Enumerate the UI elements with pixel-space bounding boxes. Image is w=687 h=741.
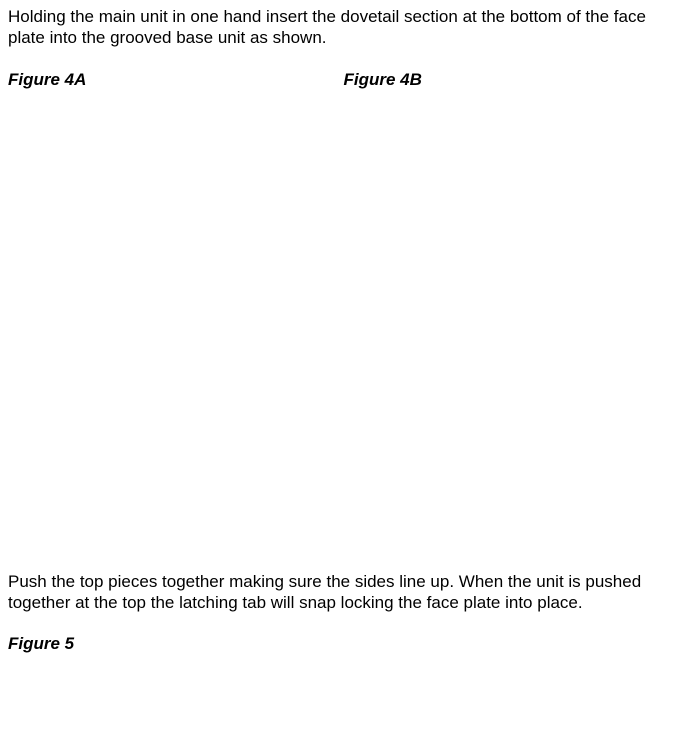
- manual-page: Holding the main unit in one hand insert…: [0, 0, 687, 741]
- figure-4b-label: Figure 4B: [344, 69, 680, 90]
- figure-4-image-placeholder: [8, 90, 679, 571]
- figure-4a-label: Figure 4A: [8, 69, 344, 90]
- instruction-paragraph-2: Push the top pieces together making sure…: [8, 571, 679, 614]
- figure-row-4: Figure 4A Figure 4B: [8, 69, 679, 90]
- figure-5-label: Figure 5: [8, 633, 679, 654]
- instruction-paragraph-1: Holding the main unit in one hand insert…: [8, 6, 679, 49]
